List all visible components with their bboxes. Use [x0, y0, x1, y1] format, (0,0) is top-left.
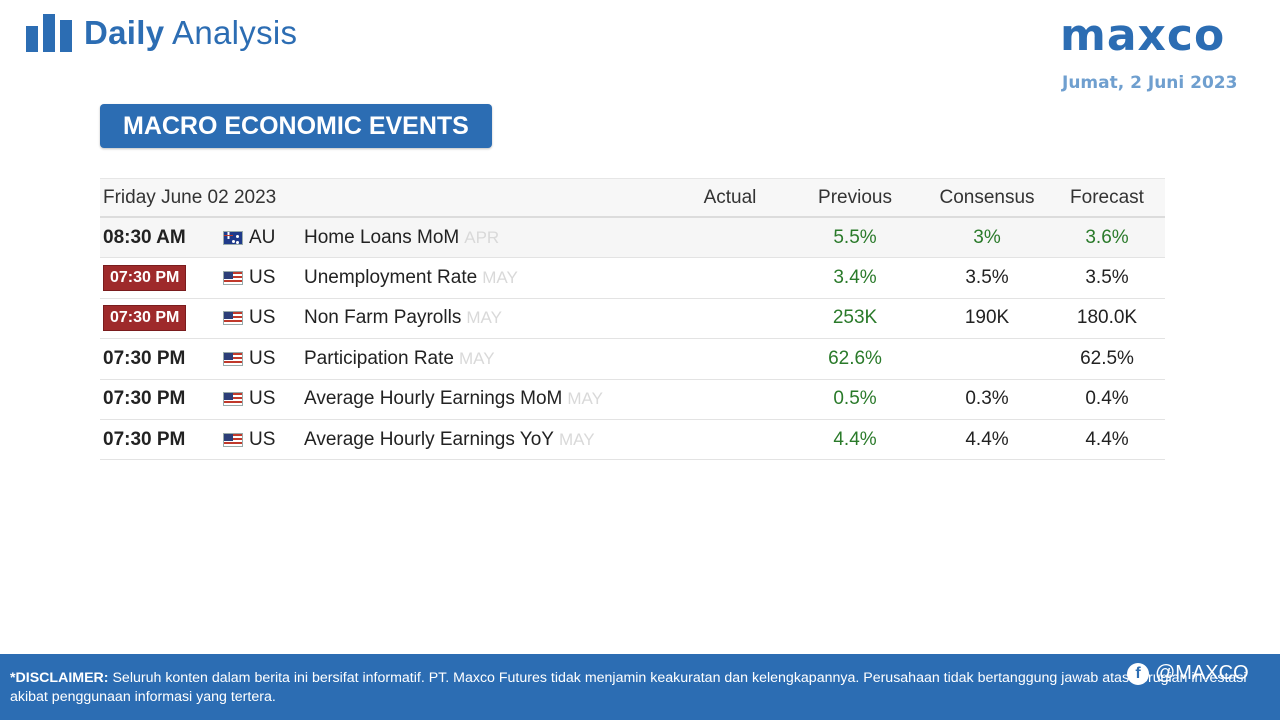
facebook-icon: f — [1127, 662, 1149, 685]
table-header: Friday June 02 2023 Actual Previous Cons… — [100, 178, 1165, 218]
country-code: US — [249, 267, 276, 289]
forecast-column-header: Forecast — [1070, 186, 1144, 208]
event-time: 08:30 AM — [103, 218, 186, 257]
section-title: MACRO ECONOMIC EVENTS — [100, 104, 492, 148]
table-row[interactable]: 07:30 PM US Average Hourly Earnings YoY MAY… — [100, 419, 1165, 461]
report-date: Jumat, 2 Juni 2023 — [1062, 73, 1238, 93]
disclaimer-label: *DISCLAIMER: — [10, 670, 109, 686]
consensus-column-header: Consensus — [939, 186, 1035, 208]
us-flag-icon — [223, 432, 243, 447]
actual-value — [680, 258, 780, 297]
actual-value — [680, 339, 780, 378]
previous-value: 4.4% — [833, 428, 877, 450]
event-country: US — [223, 380, 275, 419]
brand-title-bold: Daily — [84, 14, 165, 51]
consensus-value: 190K — [964, 307, 1010, 329]
forecast-value: 62.5% — [1080, 347, 1134, 369]
actual-value — [680, 218, 780, 257]
australia-flag-icon — [223, 230, 243, 245]
table-row[interactable]: 07:30 PM US Participation Rate MAY 62.6% 62.5… — [100, 339, 1165, 380]
country-code: US — [249, 347, 276, 369]
disclaimer-text: Seluruh konten dalam berita ini bersifat… — [10, 670, 1247, 705]
consensus-value: 3% — [973, 226, 1001, 248]
event-period: MAY — [482, 268, 518, 288]
brand-title-light: Analysis — [172, 14, 298, 51]
forecast-value: 3.6% — [1085, 226, 1129, 248]
social-handle[interactable]: f @MAXCO — [1127, 662, 1249, 685]
previous-value: 0.5% — [833, 388, 877, 410]
consensus-value — [937, 339, 1037, 378]
event-name[interactable]: Non Farm Payrolls MAY — [304, 299, 502, 338]
event-title: Home Loans MoM — [304, 226, 460, 248]
event-country: US — [223, 299, 275, 338]
actual-value — [680, 380, 780, 419]
event-name[interactable]: Participation Rate MAY — [304, 339, 495, 378]
event-title: Participation Rate — [304, 347, 454, 369]
event-time: 07:30 PM — [103, 339, 185, 378]
previous-value: 62.6% — [828, 347, 882, 369]
actual-value — [680, 299, 780, 338]
forecast-value: 4.4% — [1085, 428, 1129, 450]
event-name[interactable]: Average Hourly Earnings MoM MAY — [304, 380, 603, 419]
country-code: US — [249, 388, 276, 410]
social-handle-text: @MAXCO — [1155, 662, 1249, 684]
time-badge: 07:30 PM — [103, 265, 187, 292]
event-country: US — [223, 339, 275, 378]
event-period: APR — [464, 227, 500, 247]
event-title: Non Farm Payrolls — [304, 307, 462, 329]
table-row[interactable]: 08:30 AM AU Home Loans MoM APR 5.5% 3% 3.6% — [100, 218, 1165, 259]
event-title: Unemployment Rate — [304, 267, 478, 289]
event-time: 07:30 PM — [103, 420, 185, 459]
previous-value: 253K — [832, 307, 878, 329]
table-row[interactable]: 07:30 PM US Average Hourly Earnings MoM MAY… — [100, 379, 1165, 420]
table-row[interactable]: 07:30 PM US Non Farm Payrolls MAY 253K 190K 18… — [100, 298, 1165, 340]
event-period: MAY — [466, 308, 502, 328]
time-text: 07:30 PM — [103, 428, 186, 450]
time-text: 08:30 AM — [103, 226, 186, 248]
brand-header: Daily Analysis — [26, 14, 297, 52]
actual-column-header: Actual — [703, 186, 757, 208]
consensus-value: 3.5% — [965, 267, 1009, 289]
us-flag-icon — [223, 271, 243, 286]
forecast-value: 3.5% — [1085, 267, 1129, 289]
forecast-value: 0.4% — [1085, 388, 1129, 410]
previous-column-header: Previous — [818, 186, 892, 208]
actual-value — [680, 420, 780, 459]
previous-value: 3.4% — [833, 267, 877, 289]
table-row[interactable]: 07:30 PM US Unemployment Rate MAY 3.4% 3.5% 3.… — [100, 258, 1165, 299]
event-name[interactable]: Home Loans MoM APR — [304, 218, 499, 257]
previous-value: 5.5% — [833, 226, 877, 248]
event-period: MAY — [567, 389, 603, 409]
event-title: Average Hourly Earnings YoY — [304, 428, 554, 450]
event-period: MAY — [458, 348, 495, 368]
event-time: 07:30 PM — [103, 258, 187, 297]
maxco-logo: maxco — [1060, 10, 1226, 61]
time-text: 07:30 PM — [103, 388, 186, 410]
economic-events-table: Friday June 02 2023 Actual Previous Cons… — [100, 178, 1165, 461]
event-time: 07:30 PM — [103, 380, 185, 419]
event-time: 07:30 PM — [103, 299, 187, 338]
disclaimer-footer: *DISCLAIMER: Seluruh konten dalam berita… — [0, 654, 1280, 720]
bar-chart-icon — [26, 14, 72, 52]
event-country: US — [223, 258, 275, 297]
date-header: Friday June 02 2023 — [103, 186, 277, 208]
event-country: AU — [223, 218, 275, 257]
time-text: 07:30 PM — [103, 347, 186, 369]
us-flag-icon — [223, 311, 243, 326]
event-period: MAY — [558, 429, 595, 449]
country-code: US — [249, 307, 276, 329]
forecast-value: 180.0K — [1076, 307, 1138, 329]
event-name[interactable]: Average Hourly Earnings YoY MAY — [304, 420, 595, 459]
country-code: US — [249, 428, 276, 450]
event-country: US — [223, 420, 275, 459]
us-flag-icon — [223, 392, 243, 407]
brand-title: Daily Analysis — [84, 14, 297, 52]
consensus-value: 4.4% — [965, 428, 1009, 450]
country-code: AU — [249, 226, 276, 248]
consensus-value: 0.3% — [965, 388, 1009, 410]
event-title: Average Hourly Earnings MoM — [304, 388, 563, 410]
event-name[interactable]: Unemployment Rate MAY — [304, 258, 518, 297]
us-flag-icon — [223, 351, 243, 366]
time-badge: 07:30 PM — [103, 305, 187, 332]
